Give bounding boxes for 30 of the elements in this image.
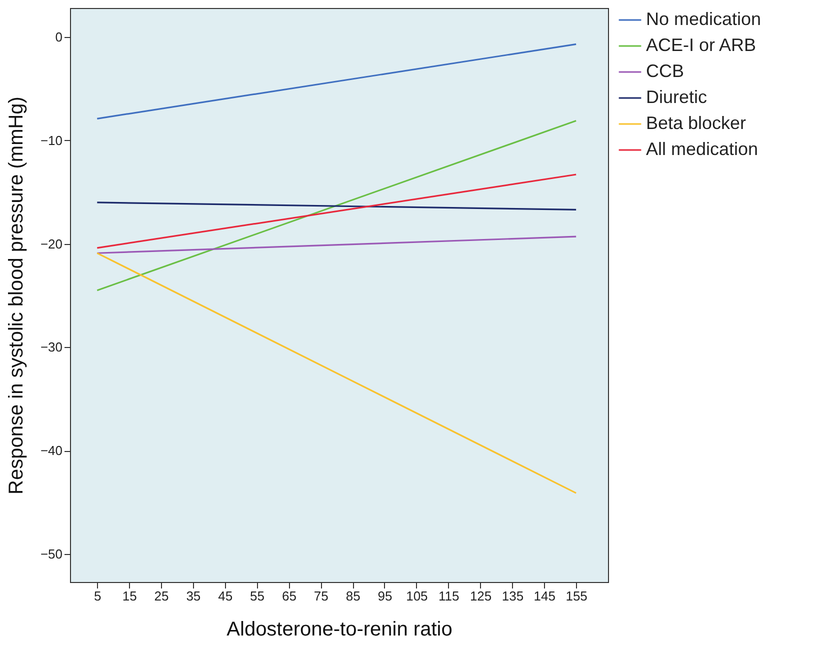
y-tick-label: −50 xyxy=(40,546,62,562)
x-tick-label: 85 xyxy=(346,588,360,604)
x-tick-label: 25 xyxy=(154,588,169,604)
x-tick-label: 115 xyxy=(438,588,460,604)
legend-label: All medication xyxy=(646,139,758,159)
x-tick-label: 135 xyxy=(502,588,524,604)
y-tick-label: −30 xyxy=(40,340,62,355)
legend-label: No medication xyxy=(646,9,762,29)
y-tick-label: −40 xyxy=(40,443,62,458)
x-tick-label: 145 xyxy=(534,588,556,604)
legend-label: Diuretic xyxy=(646,87,708,107)
x-tick-label: 15 xyxy=(122,588,137,604)
x-tick-label: 105 xyxy=(406,588,428,604)
legend-label: ACE-I or ARB xyxy=(646,35,756,55)
x-tick-label: 125 xyxy=(470,588,492,604)
x-axis-title: Aldosterone-to-renin ratio xyxy=(226,618,452,640)
x-tick-label: 5 xyxy=(94,588,102,604)
x-tick-label: 65 xyxy=(282,588,296,604)
legend-label: CCB xyxy=(646,61,684,81)
x-tick-label: 55 xyxy=(250,588,265,604)
x-tick-label: 75 xyxy=(314,588,328,604)
legend-label: Beta blocker xyxy=(646,113,746,133)
x-tick-label: 35 xyxy=(186,588,201,604)
x-tick-label: 155 xyxy=(566,588,588,604)
y-tick-label: −10 xyxy=(40,132,62,148)
x-tick-label: 45 xyxy=(218,588,233,604)
y-tick-label: 0 xyxy=(55,29,62,44)
x-tick-label: 95 xyxy=(378,588,392,604)
y-tick-label: −20 xyxy=(40,236,62,252)
y-axis-title: Response in systolic blood pressure (mmHg) xyxy=(5,96,28,494)
